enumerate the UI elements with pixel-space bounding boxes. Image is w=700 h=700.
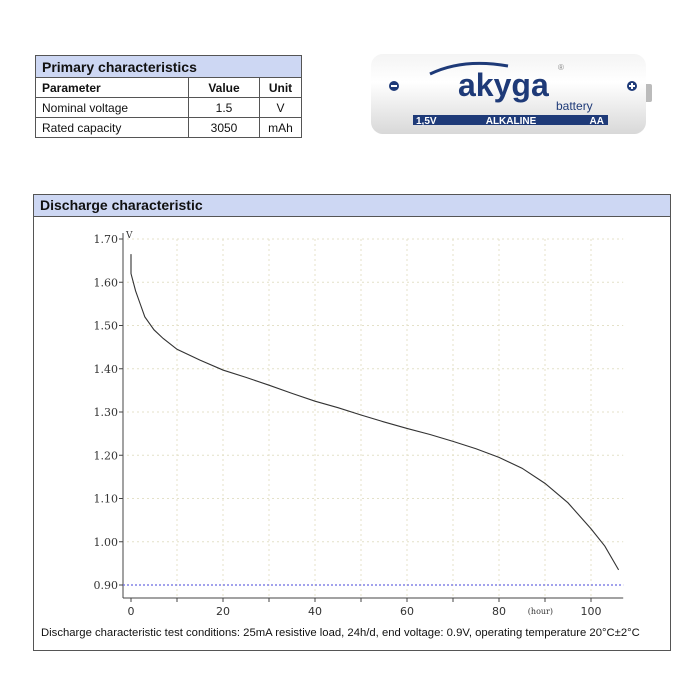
x-tick-label: 40 [308,605,322,618]
y-tick-label: 1.00 [94,536,119,549]
discharge-curve [130,254,620,571]
test-conditions-caption: Discharge characteristic test conditions… [41,627,640,639]
battery-type-label: ALKALINE [486,116,537,127]
column-header: Value [188,77,260,98]
y-tick-label: 1.40 [94,363,119,376]
cell: Nominal voltage [35,97,189,118]
svg-text:®: ® [558,63,564,72]
discharge-chart: 0.90 1.00 1.10 1.20 1.30 1.40 1.50 1.60 1.70 0 20 4… [94,231,624,618]
y-tick-label: 1.60 [94,276,119,289]
y-tick-label: 0.90 [94,579,119,592]
discharge-characteristic-panel: Discharge characteristic 0.90 1.00 1.10 1.2… [33,194,671,651]
y-tick-label: 1.10 [94,493,119,506]
x-tick-label: 20 [216,605,230,618]
table-row: Rated capacity 3050 mAh [35,117,302,138]
primary-characteristics-table: Primary characteristics Parameter Value … [35,55,302,138]
x-tick-label: 80 [492,605,506,618]
panel-title: Discharge characteristic [34,195,670,217]
battery-voltage-label: 1,5V [416,116,437,127]
cell: 3050 [188,117,260,138]
table-title: Primary characteristics [35,55,302,78]
table-row: Nominal voltage 1.5 V [35,97,302,118]
brand-logo: akyga [458,67,549,103]
y-tick-label: 1.30 [94,406,119,419]
y-tick-label: 1.70 [94,233,119,246]
y-tick-label: 1.50 [94,320,119,333]
cell: Rated capacity [35,117,189,138]
cell: 1.5 [188,97,260,118]
battery-size-label: AA [590,116,604,127]
x-tick-label: 0 [128,605,135,618]
cell: V [259,97,302,118]
x-tick-label: 60 [400,605,414,618]
column-header: Parameter [35,77,189,98]
column-header: Unit [259,77,302,98]
battery-image: akyga battery ® 1,5V ALKALINE AA [371,54,652,134]
x-axis-label: (hour) [528,607,553,616]
brand-sublogo: battery [556,99,593,113]
y-tick-label: 1.20 [94,449,119,462]
x-tick-label: 100 [581,605,602,618]
cell: mAh [259,117,302,138]
y-axis-label: V [125,231,133,241]
